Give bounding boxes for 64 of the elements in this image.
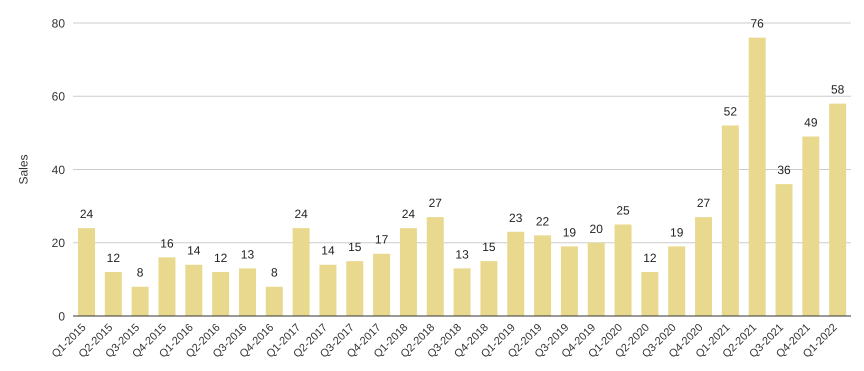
bar <box>507 232 524 316</box>
data-label: 58 <box>830 82 845 97</box>
bar <box>668 246 686 316</box>
data-label: 25 <box>616 203 630 218</box>
data-label: 19 <box>670 225 684 240</box>
data-label: 27 <box>696 196 711 210</box>
data-label: 13 <box>455 247 470 262</box>
bar <box>346 261 364 316</box>
bar <box>480 261 498 316</box>
data-label: 52 <box>724 104 738 119</box>
data-label: 23 <box>509 210 523 225</box>
data-label: 20 <box>590 222 604 236</box>
data-label: 12 <box>643 251 657 266</box>
bar <box>319 264 336 316</box>
data-label: 17 <box>374 232 389 247</box>
bar <box>185 264 202 316</box>
bar <box>748 38 766 316</box>
bar <box>588 242 605 316</box>
data-label: 12 <box>214 251 228 266</box>
bar <box>292 228 310 316</box>
data-label: 76 <box>750 16 764 31</box>
bar <box>802 136 820 316</box>
y-tick-label: 20 <box>52 236 66 250</box>
bar <box>266 286 283 316</box>
bar <box>373 254 390 316</box>
data-label: 24 <box>402 207 416 222</box>
y-axis-title: Sales <box>16 154 30 185</box>
bar <box>722 126 739 316</box>
bar <box>641 272 658 316</box>
bar <box>78 228 95 316</box>
data-label: 22 <box>536 214 550 228</box>
data-label: 15 <box>348 240 362 254</box>
data-label: 49 <box>804 116 818 130</box>
bar <box>426 217 444 316</box>
y-tick-label: 80 <box>52 16 66 30</box>
y-tick-label: 60 <box>52 90 66 104</box>
data-label: 12 <box>106 251 120 266</box>
bar <box>776 184 793 316</box>
data-label: 19 <box>562 225 576 240</box>
bar <box>400 228 417 316</box>
data-label: 8 <box>136 266 144 280</box>
data-label: 24 <box>80 207 94 222</box>
y-tick-label: 0 <box>58 309 66 324</box>
bar <box>238 268 256 316</box>
data-label: 14 <box>321 244 335 258</box>
data-label: 13 <box>240 247 254 262</box>
data-label: 36 <box>777 163 792 178</box>
y-tick-label: 40 <box>52 162 66 177</box>
bar <box>560 246 578 316</box>
bar <box>534 235 552 316</box>
bar <box>695 217 712 316</box>
bar <box>829 104 846 316</box>
bar <box>454 268 471 316</box>
data-label: 27 <box>428 196 442 210</box>
bar <box>158 257 176 316</box>
data-label: 8 <box>270 266 278 280</box>
bar <box>104 272 122 316</box>
data-label: 14 <box>187 244 201 258</box>
data-label: 16 <box>160 236 174 250</box>
data-label: 15 <box>482 240 496 254</box>
data-label: 24 <box>294 207 308 222</box>
bar <box>614 224 632 316</box>
bar <box>212 272 230 316</box>
bar <box>132 286 149 316</box>
